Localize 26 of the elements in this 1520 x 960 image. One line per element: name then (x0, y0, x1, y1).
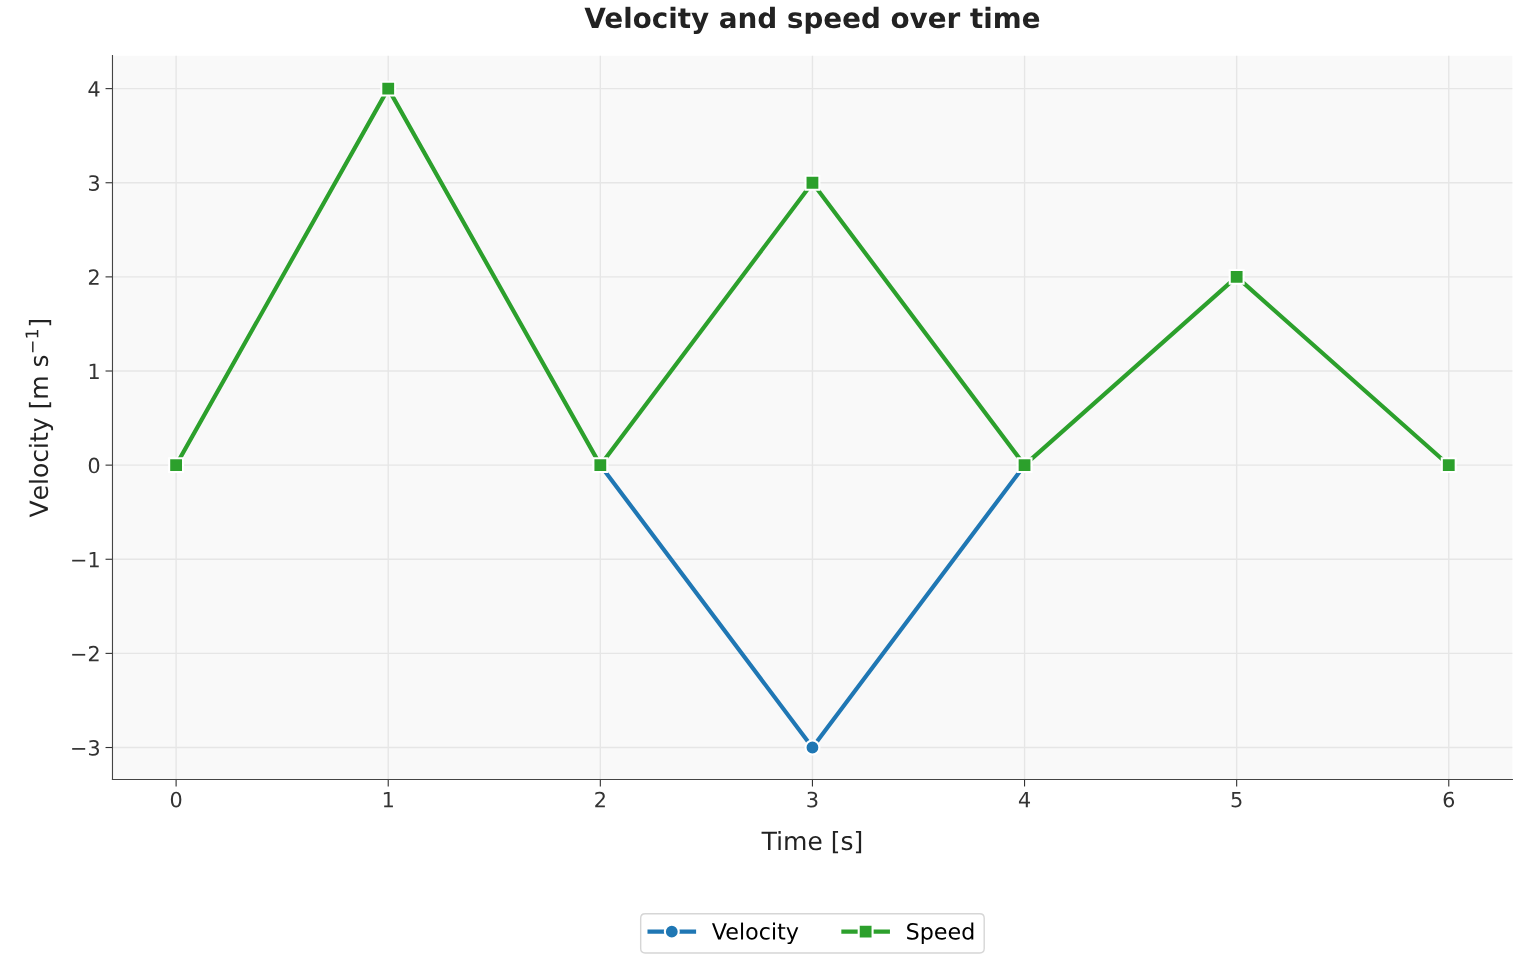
point (1228, 268, 1245, 285)
x-tick-label: 0 (170, 791, 182, 808)
point (168, 457, 185, 474)
y-tick-label: −2 (72, 645, 99, 662)
y-tick-label: 1 (89, 363, 99, 379)
x-tick-label: 3 (807, 791, 818, 808)
point (804, 739, 821, 756)
y-axis-title: Velocity [m s$^{−1}$] (25, 320, 54, 518)
chart-title: Velocity and speed over time (584, 6, 1040, 34)
x-tick-label: 5 (1231, 791, 1242, 808)
point (1440, 457, 1457, 474)
y-tick-label: 4 (88, 81, 100, 97)
y-tick-label: 3 (89, 175, 99, 191)
x-tick-label: 6 (1443, 791, 1455, 808)
point (804, 174, 821, 191)
legend-label: Speed (907, 922, 974, 945)
legend-label: Velocity (711, 922, 799, 945)
x-axis-title: Time [s] (761, 830, 862, 854)
y-tick-label: 0 (88, 457, 100, 474)
y-tick-label: −1 (72, 551, 99, 568)
x-tick-label: 1 (383, 791, 393, 808)
y-tick-label: −3 (72, 739, 99, 756)
point (380, 80, 397, 97)
x-tick-label: 2 (595, 791, 605, 808)
x-tick-label: 4 (1018, 791, 1031, 808)
y-tick-label: 2 (88, 269, 99, 285)
